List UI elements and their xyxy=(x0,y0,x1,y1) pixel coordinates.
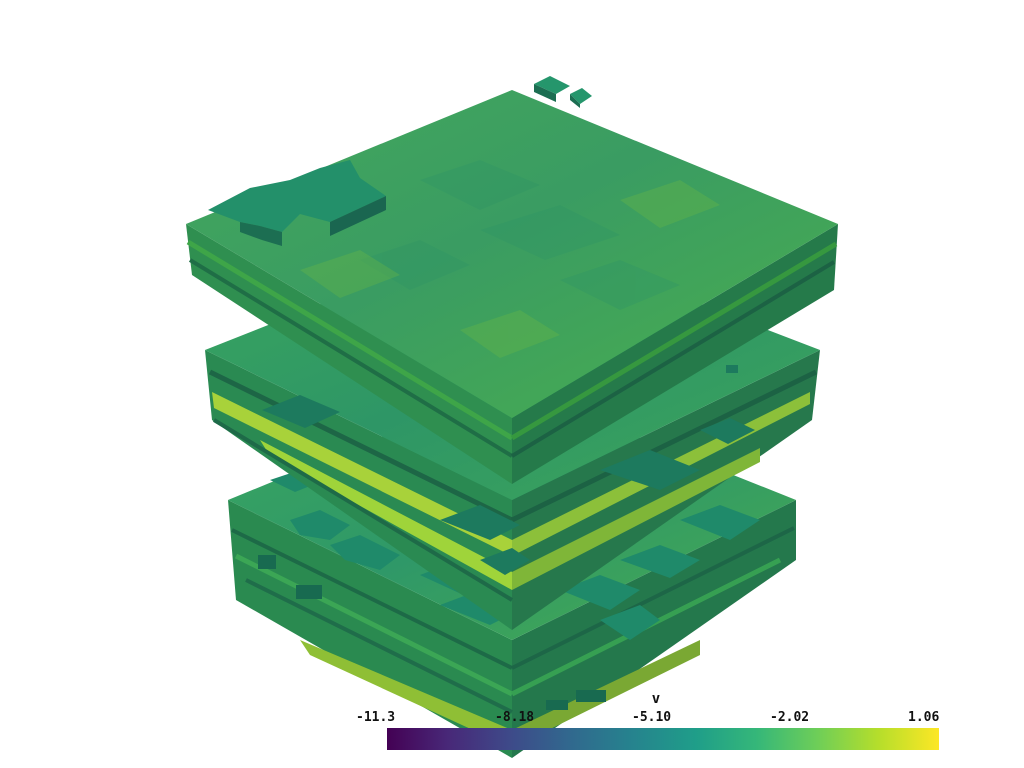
middle-slab-right-side xyxy=(512,350,820,630)
colorbar: v -11.3 -8.18 -5.10 -2.02 1.06 xyxy=(356,690,956,760)
colorbar-tick-max: 1.06 xyxy=(908,710,940,725)
colorbar-title: v xyxy=(651,691,661,707)
bottom-slab-patch-edges xyxy=(258,555,606,710)
colorbar-tick-min: -11.3 xyxy=(356,710,396,725)
colorbar-tick-3: -5.10 xyxy=(632,710,672,725)
floating-voxels xyxy=(534,76,592,108)
top-slab-mottling xyxy=(360,160,680,310)
middle-slab-yellow-streak xyxy=(212,392,512,556)
colorbar-tick-4: -2.02 xyxy=(770,710,810,725)
top-slab-patch xyxy=(208,160,386,246)
bottom-slab-yellow-band xyxy=(300,640,512,748)
colorbar-gradient xyxy=(387,728,939,750)
colorbar-tick-2: -8.18 xyxy=(495,710,535,725)
middle-slab-patches xyxy=(262,365,755,575)
top-slab xyxy=(186,76,838,484)
middle-slab-left-side xyxy=(205,350,512,630)
